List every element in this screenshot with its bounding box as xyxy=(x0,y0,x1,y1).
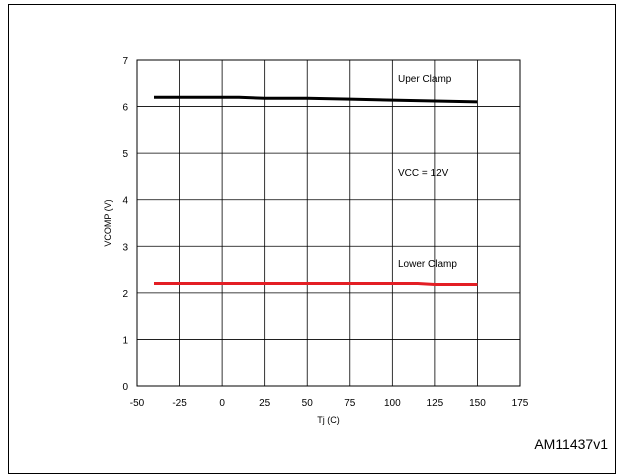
y-tick-label: 2 xyxy=(122,289,128,300)
figure-id: AM11437v1 xyxy=(534,436,608,452)
x-axis-ticks: -50 -25 0 25 50 75 100 125 150 175 xyxy=(130,398,529,409)
x-tick-label: 125 xyxy=(427,398,444,409)
annotation-upper-clamp: Uper Clamp xyxy=(398,74,452,85)
x-tick-label: 75 xyxy=(344,398,356,409)
y-tick-label: 7 xyxy=(122,56,128,67)
y-axis-ticks: 0 1 2 3 4 5 6 7 xyxy=(122,56,128,393)
series-line-1 xyxy=(154,282,478,286)
y-tick-label: 6 xyxy=(122,103,128,114)
y-tick-label: 4 xyxy=(122,196,128,207)
y-tick-label: 5 xyxy=(122,149,128,160)
annotation-lower-clamp: Lower Clamp xyxy=(398,259,457,270)
y-tick-label: 1 xyxy=(122,335,128,346)
x-tick-label: 25 xyxy=(259,398,271,409)
x-tick-label: 50 xyxy=(302,398,314,409)
annotation-vcc: VCC = 12V xyxy=(398,168,449,179)
series-group xyxy=(154,95,478,286)
series-line-0 xyxy=(154,95,478,104)
x-tick-label: 0 xyxy=(219,398,225,409)
x-tick-label: 175 xyxy=(512,398,529,409)
x-axis-label: Tj (C) xyxy=(317,415,340,425)
x-tick-label: -50 xyxy=(130,398,145,409)
plot-area xyxy=(136,59,521,387)
grid-lines xyxy=(136,59,521,387)
x-tick-label: 100 xyxy=(384,398,401,409)
x-tick-label: 150 xyxy=(469,398,486,409)
x-tick-label: -25 xyxy=(172,398,187,409)
y-tick-label: 3 xyxy=(122,242,128,253)
y-tick-label: 0 xyxy=(122,382,128,393)
y-axis-label: VCOMP (V) xyxy=(103,199,113,246)
